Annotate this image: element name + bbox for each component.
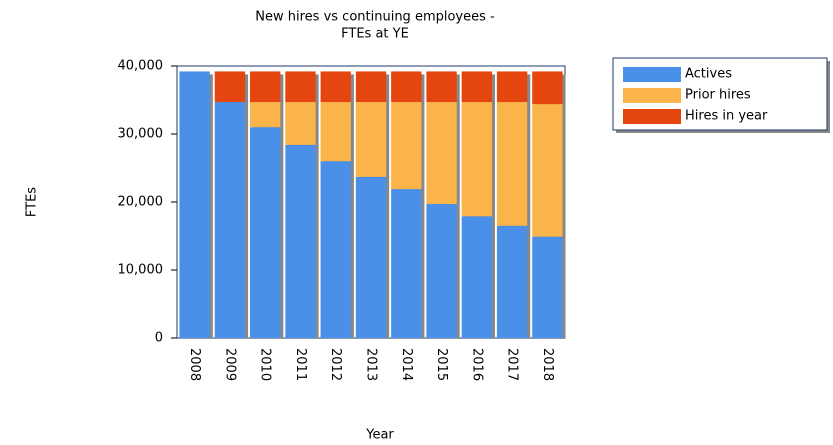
chart-title: New hires vs continuing employees - (255, 10, 495, 25)
x-tick-label: 2018 (540, 348, 555, 381)
bar-segment (461, 102, 492, 217)
bar-segment (461, 216, 492, 338)
x-tick-label: 2017 (505, 348, 520, 381)
bar-segment (250, 71, 281, 103)
bar-segment (320, 71, 351, 103)
y-tick-label: 0 (155, 331, 163, 346)
x-tick-label: 2014 (399, 348, 414, 381)
y-axis-label: FTEs (25, 187, 40, 217)
bar-segment (461, 71, 492, 103)
x-tick-label: 2015 (434, 348, 449, 381)
bar-segment (426, 71, 457, 103)
bar-segment (355, 176, 387, 338)
bar-segment (250, 102, 281, 128)
bar-segment (496, 71, 528, 103)
legend-label: Prior hires (685, 88, 751, 103)
bar-segment (391, 189, 422, 338)
bar-segment (214, 102, 246, 338)
bar-segment (532, 71, 563, 105)
chart-title: FTEs at YE (341, 27, 409, 42)
bar-segment (285, 144, 316, 338)
bar-segment (214, 71, 246, 103)
bar-segment (179, 71, 210, 338)
x-tick-label: 2011 (293, 348, 308, 381)
x-axis-label: Year (365, 428, 394, 443)
bar-segment (426, 102, 457, 205)
legend-swatch (623, 109, 681, 124)
bar-segment (496, 225, 528, 338)
bar-segment (320, 161, 351, 338)
bar-segment (355, 71, 387, 103)
legend-label: Hires in year (685, 109, 768, 124)
bar-segment (532, 236, 563, 338)
bar-segment (285, 71, 316, 103)
y-tick-label: 10,000 (118, 263, 164, 278)
y-tick-label: 20,000 (118, 195, 164, 210)
bar-segment (355, 102, 387, 177)
x-tick-label: 2012 (328, 348, 343, 381)
bar-segment (391, 102, 422, 190)
bar-segment (320, 102, 351, 162)
legend-label: Actives (685, 67, 732, 82)
bar-segment (496, 102, 528, 226)
x-tick-label: 2009 (222, 348, 237, 381)
x-tick-label: 2010 (258, 348, 273, 381)
x-tick-label: 2013 (364, 348, 379, 381)
legend-swatch (623, 67, 681, 82)
bar-segment (250, 127, 281, 338)
x-tick-label: 2008 (187, 348, 202, 381)
bar-segment (426, 204, 457, 338)
bar-segment (532, 104, 563, 237)
y-tick-label: 30,000 (118, 127, 164, 142)
x-tick-label: 2016 (469, 348, 484, 381)
bar-segment (391, 71, 422, 103)
y-tick-label: 40,000 (118, 59, 164, 74)
bar-segment (285, 102, 316, 145)
legend-swatch (623, 88, 681, 103)
